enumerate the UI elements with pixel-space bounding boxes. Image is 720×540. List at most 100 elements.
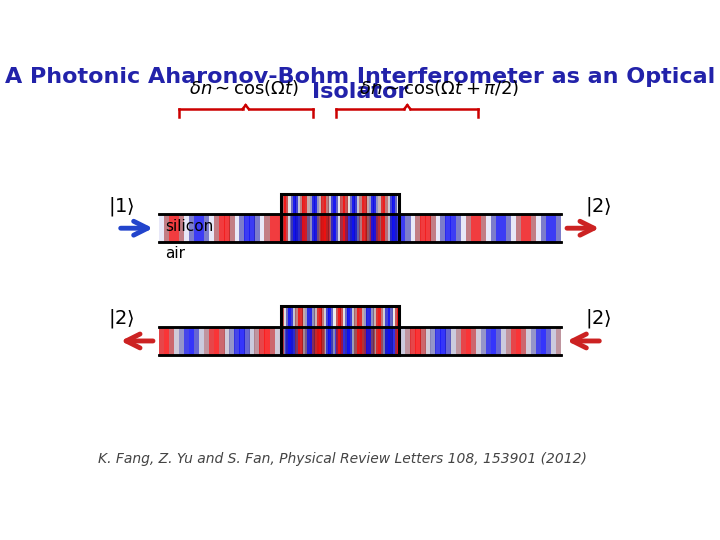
Bar [431, 214, 436, 242]
Bar [385, 193, 388, 242]
Bar [305, 214, 310, 242]
Bar [330, 214, 335, 242]
Bar [239, 214, 245, 242]
Bar [369, 193, 372, 242]
Bar [374, 306, 376, 355]
Bar [496, 214, 501, 242]
Bar [371, 306, 374, 355]
Bar [355, 327, 360, 355]
Bar [364, 306, 366, 355]
Bar [546, 214, 552, 242]
Bar [315, 214, 320, 242]
Bar [164, 214, 169, 242]
Bar [378, 306, 381, 355]
Bar [259, 214, 265, 242]
Bar [341, 306, 343, 355]
Bar [380, 214, 385, 242]
Bar [174, 214, 179, 242]
Bar [325, 214, 330, 242]
Bar [390, 193, 392, 242]
Bar [210, 214, 215, 242]
Bar [345, 306, 348, 355]
Bar [364, 193, 366, 242]
Bar [281, 306, 284, 355]
Text: K. Fang, Z. Yu and S. Fan, Physical Review Letters 108, 153901 (2012): K. Fang, Z. Yu and S. Fan, Physical Revi… [98, 451, 587, 465]
Bar [343, 193, 346, 242]
Bar [546, 327, 552, 355]
Bar [274, 327, 280, 355]
Bar [281, 306, 400, 355]
Bar [446, 214, 451, 242]
Bar [370, 327, 375, 355]
Bar [410, 214, 415, 242]
Bar [297, 193, 300, 242]
Bar [371, 193, 374, 242]
Bar [380, 327, 385, 355]
Bar [269, 214, 275, 242]
Bar [295, 306, 298, 355]
Bar [259, 327, 265, 355]
Bar [305, 327, 310, 355]
Bar [330, 306, 333, 355]
Bar [350, 214, 355, 242]
Bar [352, 306, 355, 355]
Bar [526, 327, 531, 355]
Bar [338, 193, 341, 242]
Bar [312, 193, 315, 242]
Bar [295, 193, 298, 242]
Bar [169, 327, 174, 355]
Bar [441, 214, 446, 242]
Bar [510, 214, 516, 242]
Bar [531, 214, 536, 242]
Bar [326, 193, 329, 242]
Bar [340, 327, 345, 355]
Text: A Photonic Aharonov-Bohm Interferometer as an Optical: A Photonic Aharonov-Bohm Interferometer … [5, 68, 715, 87]
Bar [254, 214, 260, 242]
Bar [400, 214, 405, 242]
Bar [461, 327, 466, 355]
Bar [360, 214, 365, 242]
Bar [169, 214, 174, 242]
Bar [288, 306, 291, 355]
Bar [390, 214, 395, 242]
Bar [345, 327, 350, 355]
Bar [387, 306, 390, 355]
Bar [340, 214, 345, 242]
Bar [229, 327, 235, 355]
Bar [302, 306, 305, 355]
Text: Isolator: Isolator [312, 82, 408, 102]
Bar [199, 214, 204, 242]
Bar [491, 214, 496, 242]
Bar [284, 193, 286, 242]
Bar [466, 214, 471, 242]
Bar [466, 327, 471, 355]
Bar [328, 306, 331, 355]
Bar [456, 214, 461, 242]
Bar [159, 327, 164, 355]
Bar [385, 214, 390, 242]
Bar [446, 327, 451, 355]
Bar [210, 327, 215, 355]
Bar [369, 306, 372, 355]
Bar [378, 193, 381, 242]
Bar [286, 193, 289, 242]
Bar [254, 327, 260, 355]
Bar [380, 306, 383, 355]
Bar [204, 327, 210, 355]
Bar [320, 214, 325, 242]
Bar [333, 306, 336, 355]
Bar [310, 327, 315, 355]
Bar [516, 327, 521, 355]
Bar [420, 214, 426, 242]
Bar [486, 327, 491, 355]
Bar [284, 306, 286, 355]
Bar [556, 327, 562, 355]
Bar [383, 306, 385, 355]
Bar [357, 306, 359, 355]
Bar [284, 214, 290, 242]
Bar [390, 306, 392, 355]
Bar [289, 327, 295, 355]
Bar [420, 327, 426, 355]
Bar [300, 306, 302, 355]
Text: $|2\rangle$: $|2\rangle$ [585, 194, 611, 218]
